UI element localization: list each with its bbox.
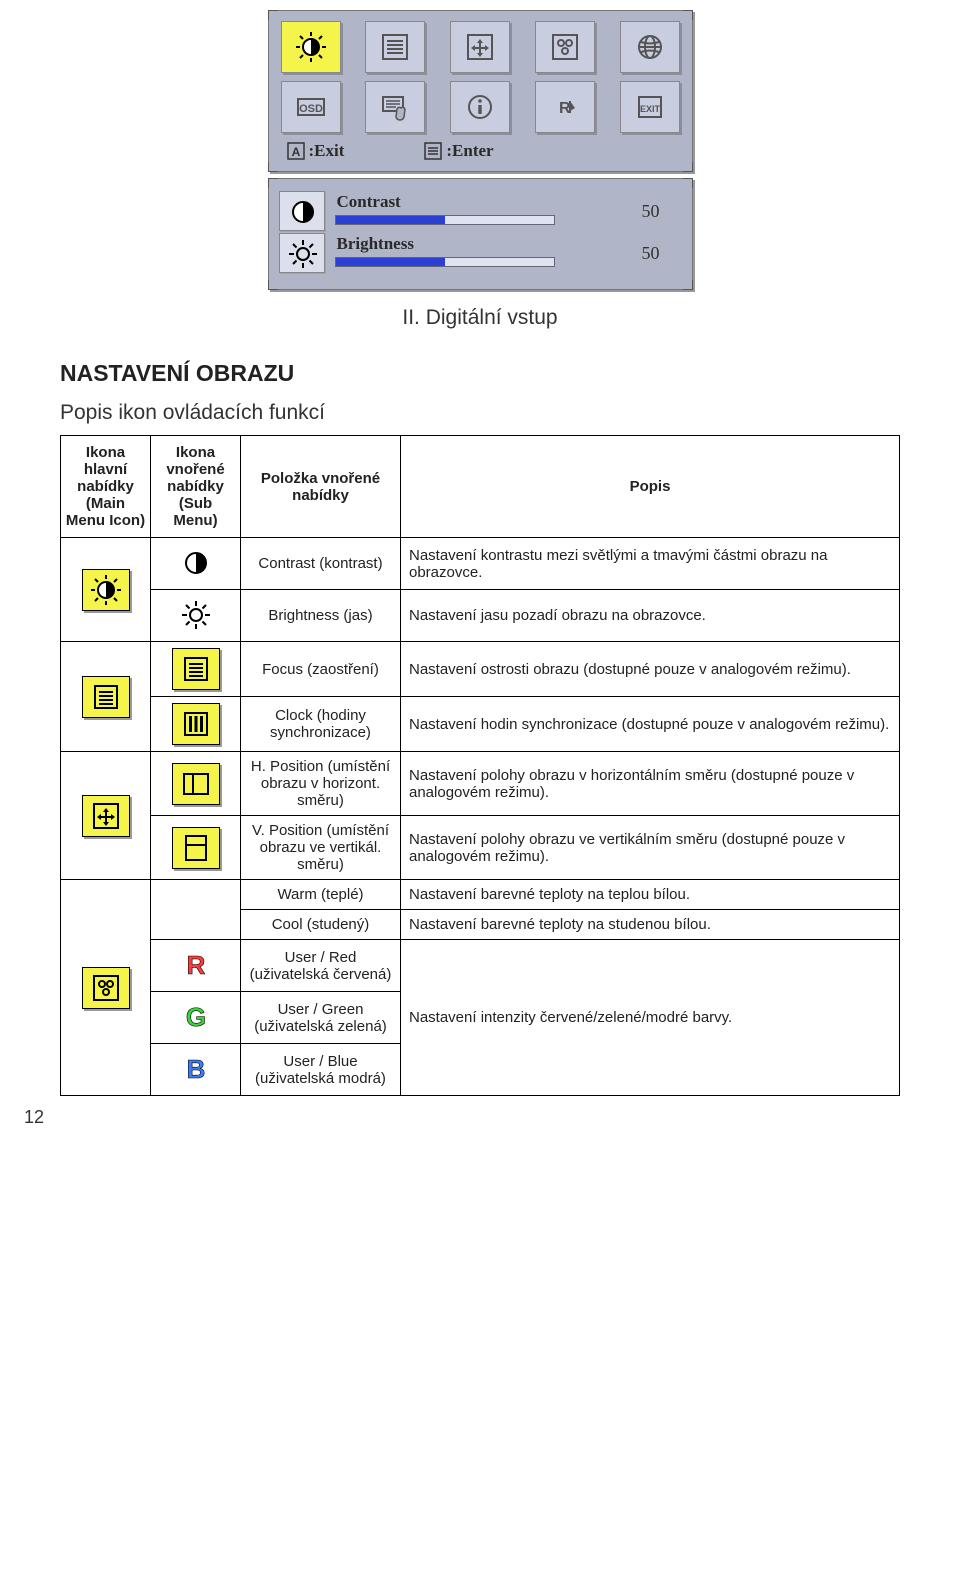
osd-tile-info[interactable]: [450, 81, 510, 133]
th-sub: Ikona vnořené nabídky (Sub Menu): [151, 436, 241, 538]
item-blue: User / Blue (uživatelská modrá): [241, 1044, 401, 1096]
sub-icon-focus: [151, 642, 241, 697]
item-clock: Clock (hodiny synchronizace): [241, 697, 401, 752]
desc-vpos: Nastavení polohy obrazu ve vertikálním s…: [401, 816, 900, 880]
desc-hpos: Nastavení polohy obrazu v horizontálním …: [401, 752, 900, 816]
item-red: User / Red (uživatelská červená): [241, 940, 401, 992]
item-hpos: H. Position (umístění obrazu v horizont.…: [241, 752, 401, 816]
item-green: User / Green (uživatelská zelená): [241, 992, 401, 1044]
sub-icon-cool: [151, 910, 241, 940]
page-number: 12: [24, 1107, 44, 1128]
osd-tile-brightness-contrast[interactable]: [281, 21, 341, 73]
osd-tile-position[interactable]: [450, 21, 510, 73]
section-caption: II. Digitální vstup: [60, 306, 900, 330]
sub-icon-hpos: [151, 752, 241, 816]
desc-warm: Nastavení barevné teploty na teplou bílo…: [401, 880, 900, 910]
sub-icon-blue: [151, 1044, 241, 1096]
osd-hint-enter: :Enter: [424, 141, 493, 161]
desc-rgb: Nastavení intenzity červené/zelené/modré…: [401, 940, 900, 1096]
heading-nastaveni: NASTAVENÍ OBRAZU: [60, 360, 900, 387]
sub-icon-clock: [151, 697, 241, 752]
desc-brightness: Nastavení jasu pozadí obrazu na obrazovc…: [401, 590, 900, 642]
icon-desc-table: Ikona hlavní nabídky (Main Menu Icon) Ik…: [60, 435, 900, 1096]
item-brightness: Brightness (jas): [241, 590, 401, 642]
contrast-slider[interactable]: [335, 215, 555, 225]
th-item: Položka vnořené nabídky: [241, 436, 401, 538]
contrast-label: Contrast: [337, 192, 632, 212]
sub-icon-brightness: [151, 590, 241, 642]
brightness-icon: [279, 233, 325, 273]
sub-icon-red: [151, 940, 241, 992]
main-icon-position: [61, 752, 151, 880]
contrast-value: 50: [642, 201, 682, 222]
main-icon-bc: [61, 538, 151, 642]
desc-clock: Nastavení hodin synchronizace (dostupné …: [401, 697, 900, 752]
brightness-label: Brightness: [337, 234, 632, 254]
sub-icon-vpos: [151, 816, 241, 880]
item-contrast: Contrast (kontrast): [241, 538, 401, 590]
brightness-value: 50: [642, 243, 682, 264]
osd-hint-exit: :Exit: [287, 141, 345, 161]
main-icon-color: [61, 880, 151, 1096]
osd-screenshot: :Exit :Enter Contrast 50 B: [268, 10, 693, 290]
sub-icon-contrast: [151, 538, 241, 590]
osd-tile-auto[interactable]: [365, 81, 425, 133]
osd-tile-osd[interactable]: [281, 81, 341, 133]
osd-tile-exit[interactable]: [620, 81, 680, 133]
osd-tile-color[interactable]: [535, 21, 595, 73]
item-cool: Cool (studený): [241, 910, 401, 940]
desc-cool: Nastavení barevné teploty na studenou bí…: [401, 910, 900, 940]
brightness-slider[interactable]: [335, 257, 555, 267]
desc-focus: Nastavení ostrosti obrazu (dostupné pouz…: [401, 642, 900, 697]
contrast-icon: [279, 191, 325, 231]
osd-sub-panel: Contrast 50 Brightness 50: [268, 178, 693, 290]
osd-tile-reset[interactable]: [535, 81, 595, 133]
main-icon-focus: [61, 642, 151, 752]
item-vpos: V. Position (umístění obrazu ve vertikál…: [241, 816, 401, 880]
sub-icon-warm: [151, 880, 241, 910]
th-desc: Popis: [401, 436, 900, 538]
item-warm: Warm (teplé): [241, 880, 401, 910]
item-focus: Focus (zaostření): [241, 642, 401, 697]
sub-icon-green: [151, 992, 241, 1044]
osd-tile-language[interactable]: [620, 21, 680, 73]
heading-popis: Popis ikon ovládacích funkcí: [60, 401, 900, 425]
th-main: Ikona hlavní nabídky (Main Menu Icon): [61, 436, 151, 538]
osd-tile-focus[interactable]: [365, 21, 425, 73]
desc-contrast: Nastavení kontrastu mezi světlými a tmav…: [401, 538, 900, 590]
osd-main-panel: :Exit :Enter: [268, 10, 693, 172]
